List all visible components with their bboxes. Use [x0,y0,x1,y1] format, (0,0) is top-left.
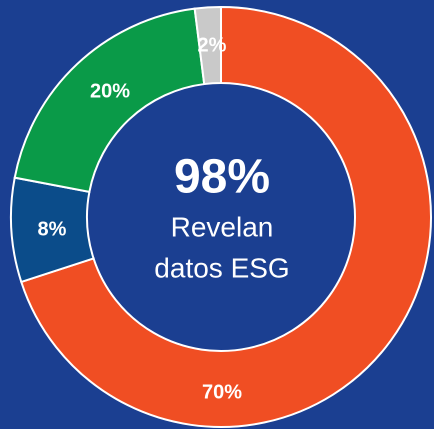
value-label: 2% [198,34,227,56]
slices [10,5,432,428]
value-label: 70% [202,381,242,403]
center-text: datos ESG [154,252,289,283]
center-text: Revelan [171,211,274,242]
value-label: 8% [38,218,67,240]
slice [193,5,222,86]
slice [20,5,432,428]
center-value: 98% [174,151,270,204]
value-label: 20% [90,80,130,102]
